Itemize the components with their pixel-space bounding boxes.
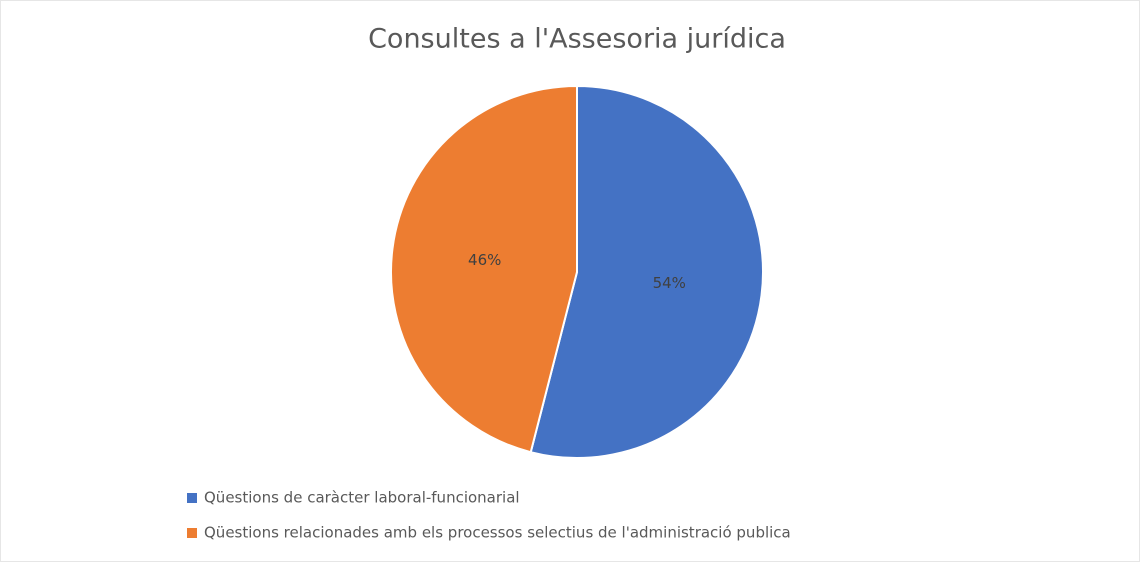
pie-slice: [390, 84, 578, 454]
legend-label: Qüestions relacionades amb els processos…: [204, 524, 791, 542]
pie-slice: [529, 84, 764, 459]
data-label: 54%: [653, 274, 686, 292]
chart-title: Consultes a l'Assesoria jurídica: [368, 24, 786, 55]
legend-swatch: [187, 493, 197, 503]
legend-label: Qüestions de caràcter laboral-funcionari…: [204, 489, 520, 507]
legend-swatch: [187, 528, 197, 538]
data-label: 46%: [468, 251, 501, 269]
